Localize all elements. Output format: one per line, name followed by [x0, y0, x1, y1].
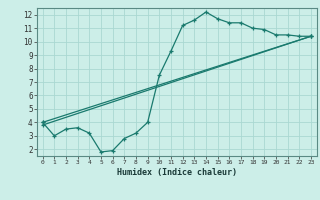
X-axis label: Humidex (Indice chaleur): Humidex (Indice chaleur) — [117, 168, 237, 177]
